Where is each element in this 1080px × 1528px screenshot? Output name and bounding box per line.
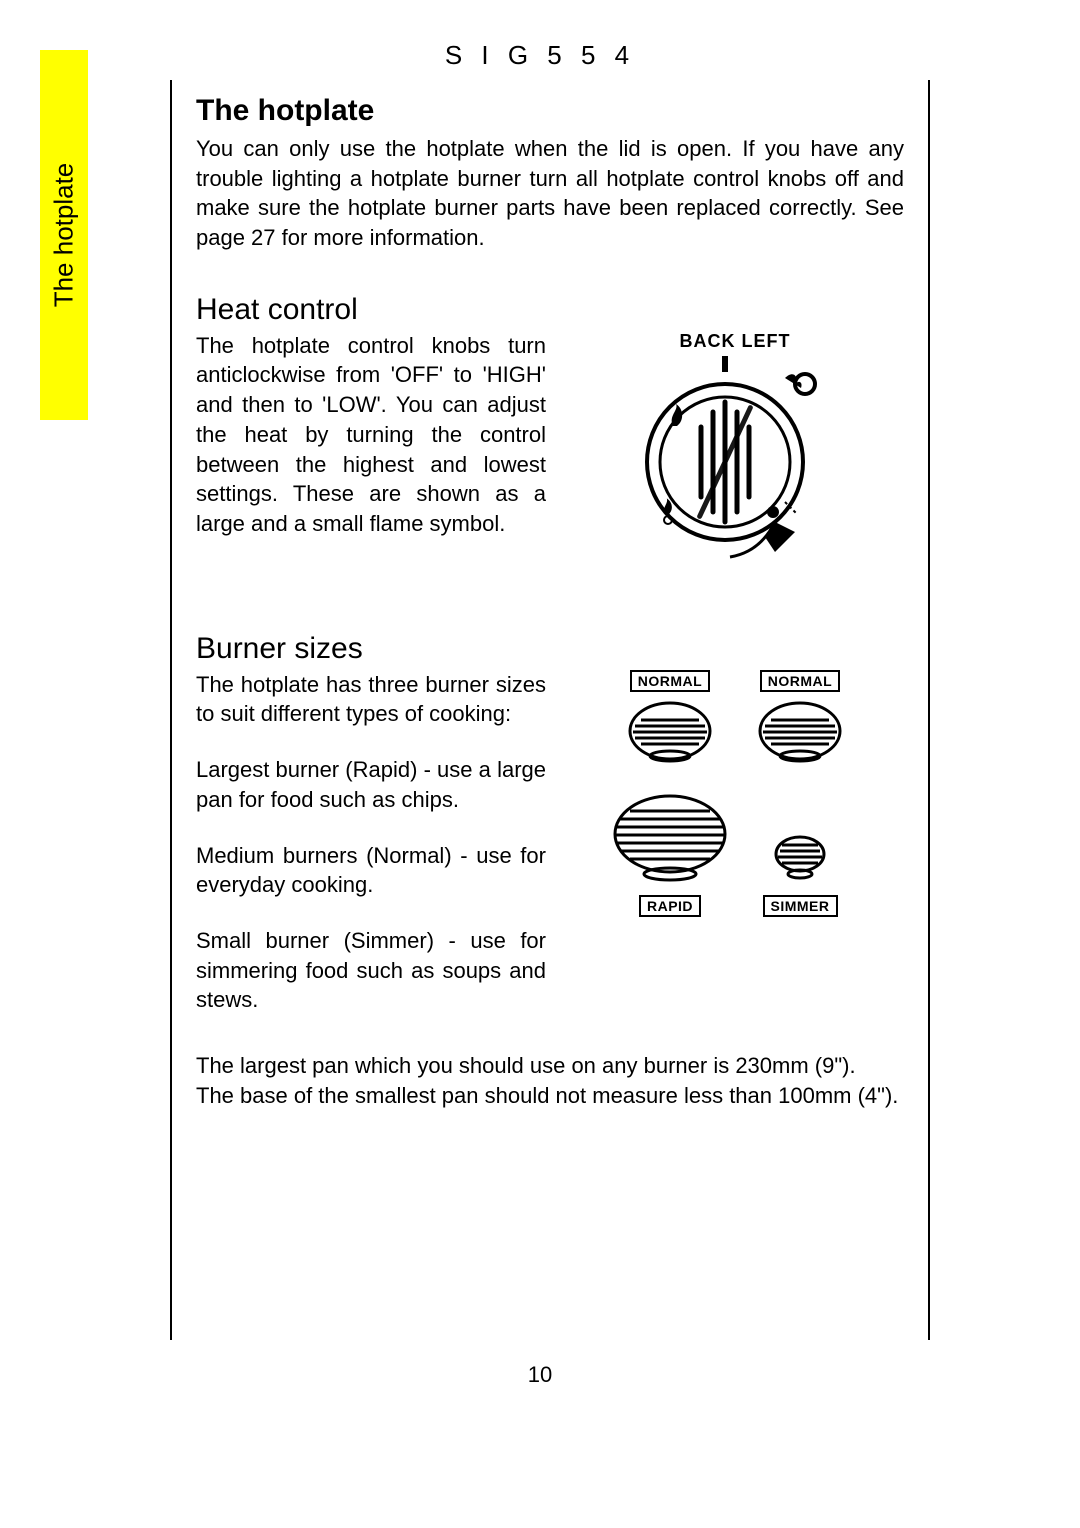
pan-size-note: The largest pan which you should use on … xyxy=(196,1051,904,1110)
burner-p1: The hotplate has three burner sizes to s… xyxy=(196,670,546,729)
heat-control-row: The hotplate control knobs turn anticloc… xyxy=(196,331,904,582)
pan-note-line-1: The largest pan which you should use on … xyxy=(196,1051,904,1081)
burner-label-simmer: SIMMER xyxy=(763,895,838,917)
burner-p2: Largest burner (Rapid) - use a large pan… xyxy=(196,755,546,814)
burner-sizes-heading: Burner sizes xyxy=(196,632,904,666)
content-column: The hotplate You can only use the hotpla… xyxy=(170,80,930,1340)
burner-p3: Medium burners (Normal) - use for everyd… xyxy=(196,841,546,900)
burner-sizes-text: The hotplate has three burner sizes to s… xyxy=(196,670,546,1041)
burner-label-normal: NORMAL xyxy=(760,670,840,692)
intro-paragraph: You can only use the hotplate when the l… xyxy=(196,134,904,253)
side-tab: The hotplate xyxy=(40,50,88,420)
page-number: 10 xyxy=(0,1362,1080,1388)
burner-normal-icon xyxy=(625,696,715,766)
heat-control-heading: Heat control xyxy=(196,293,904,327)
model-code-header: S I G 5 5 4 xyxy=(0,40,1080,71)
burner-label-normal: NORMAL xyxy=(630,670,710,692)
burner-layout-diagram: NORMAL NORMAL xyxy=(566,670,904,1041)
side-tab-label: The hotplate xyxy=(49,163,80,308)
pan-note-line-2: The base of the smallest pan should not … xyxy=(196,1081,904,1111)
knob-diagram-icon xyxy=(625,352,845,582)
burner-simmer-icon xyxy=(770,829,830,884)
page-title: The hotplate xyxy=(196,94,904,128)
burner-normal-icon xyxy=(755,696,845,766)
heat-control-text: The hotplate control knobs turn anticloc… xyxy=(196,331,546,582)
burner-label-rapid: RAPID xyxy=(639,895,701,917)
knob-diagram-container: BACK LEFT xyxy=(566,331,904,582)
heat-control-body: The hotplate control knobs turn anticloc… xyxy=(196,331,546,539)
page: The hotplate S I G 5 5 4 The hotplate Yo… xyxy=(0,0,1080,1528)
burner-p4: Small burner (Simmer) - use for simmerin… xyxy=(196,926,546,1015)
burner-rapid-icon xyxy=(610,789,730,884)
knob-diagram-label: BACK LEFT xyxy=(566,331,904,352)
burner-sizes-row: The hotplate has three burner sizes to s… xyxy=(196,670,904,1041)
